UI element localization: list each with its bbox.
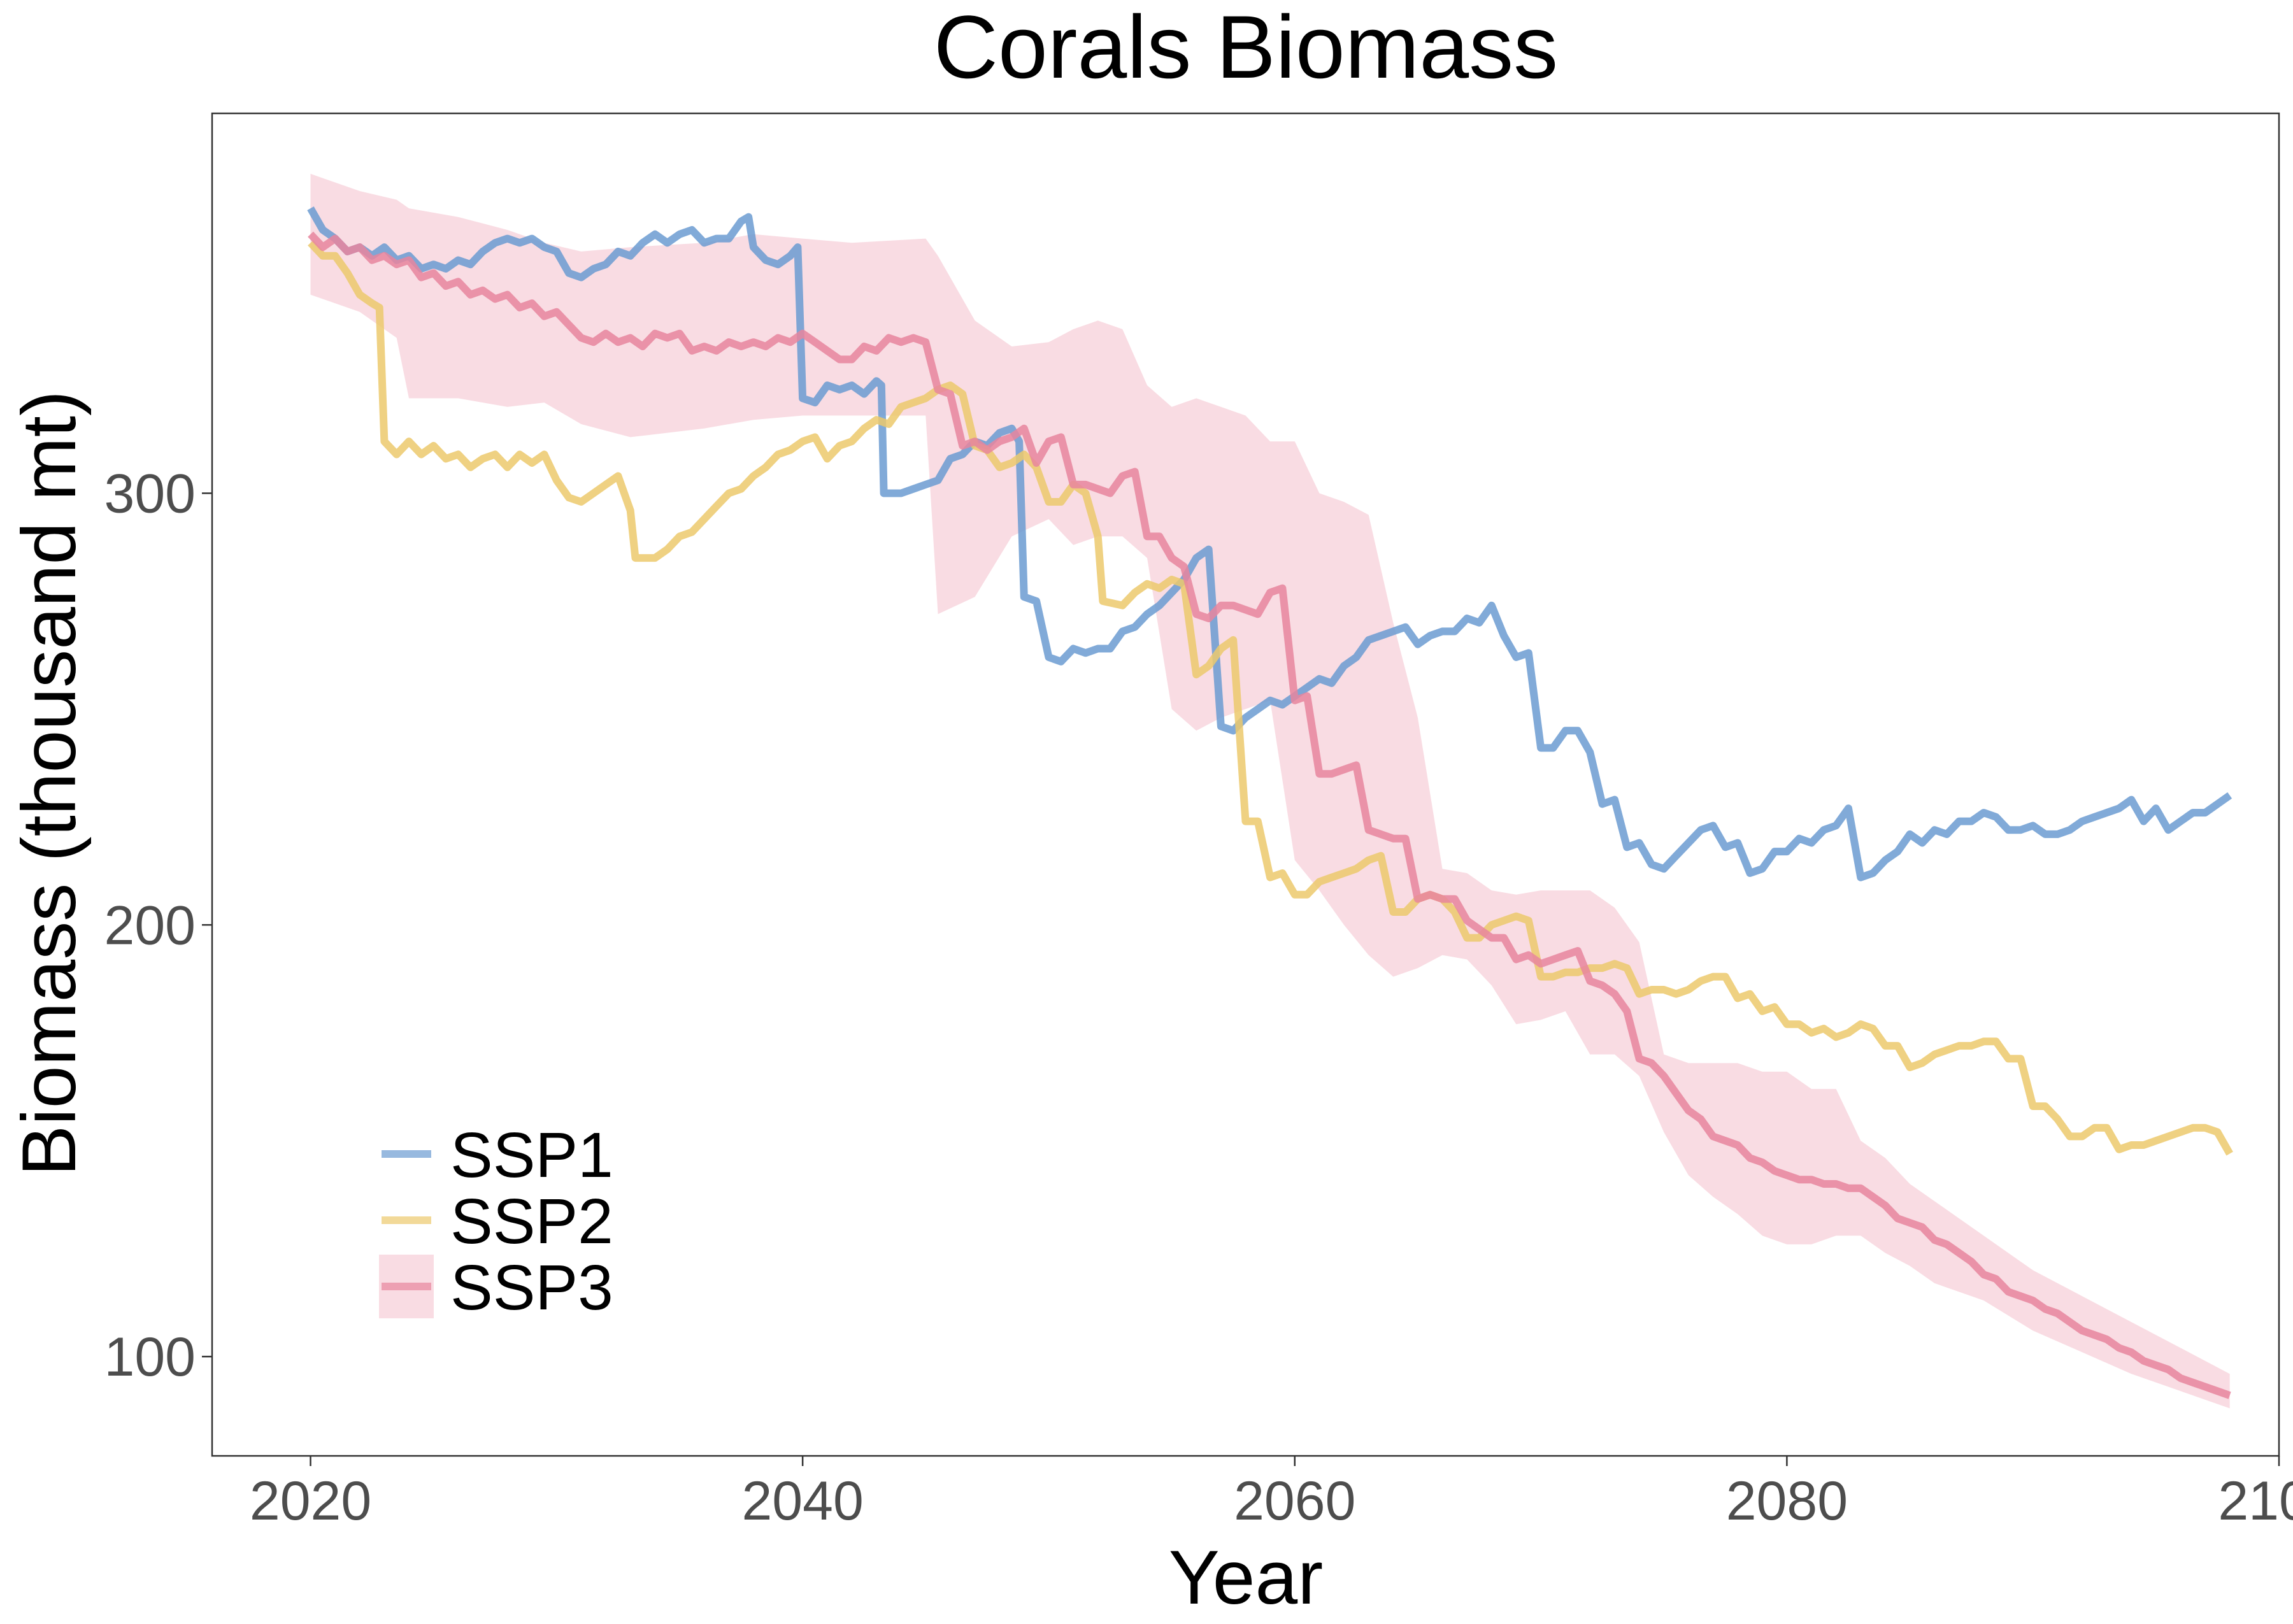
x-tick-label: 2040 bbox=[741, 1471, 863, 1532]
legend-item-ssp2: SSP2 bbox=[382, 1186, 613, 1257]
x-tick-label: 2100 bbox=[2218, 1471, 2293, 1532]
legend-item-ssp3: SSP3 bbox=[379, 1252, 613, 1323]
legend-label: SSP3 bbox=[450, 1252, 613, 1323]
ssp2-line bbox=[308, 240, 2233, 1156]
series-lines bbox=[307, 206, 2233, 1399]
x-axis-title: Year bbox=[1169, 1535, 1323, 1620]
y-tick-label: 300 bbox=[104, 463, 196, 524]
chart-title: Corals Biomass bbox=[934, 0, 1558, 97]
x-tick-label: 2080 bbox=[1726, 1471, 1848, 1532]
x-tick-label: 2020 bbox=[250, 1471, 371, 1532]
y-axis-title: Biomass (thousand mt) bbox=[6, 390, 92, 1176]
x-axis: 2020 2040 2060 2080 2100 bbox=[250, 1456, 2293, 1532]
y-tick-label: 100 bbox=[104, 1327, 196, 1388]
y-axis: 100 200 300 bbox=[104, 463, 212, 1388]
legend-item-ssp1: SSP1 bbox=[382, 1120, 613, 1191]
x-tick-label: 2060 bbox=[1234, 1471, 1355, 1532]
ssp3-line bbox=[308, 231, 2231, 1399]
legend-label: SSP1 bbox=[450, 1120, 613, 1191]
ssp3-ribbon bbox=[310, 173, 2230, 1409]
y-tick-label: 200 bbox=[104, 895, 196, 956]
legend-label: SSP2 bbox=[450, 1186, 613, 1257]
ssp1-line bbox=[307, 206, 2232, 881]
confidence-bands bbox=[310, 173, 2230, 1409]
